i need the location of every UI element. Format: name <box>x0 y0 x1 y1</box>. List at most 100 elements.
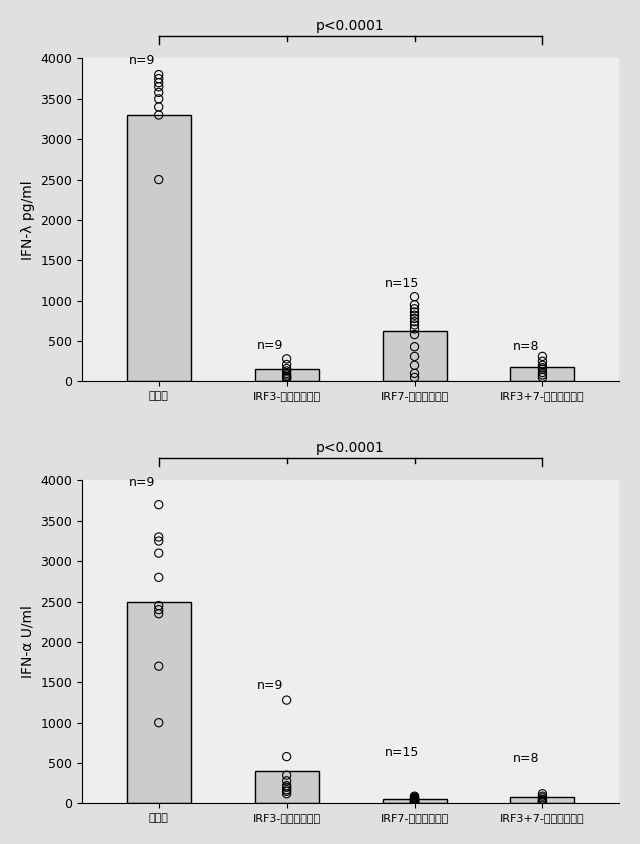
Point <box>282 365 292 378</box>
Bar <box>255 370 319 381</box>
Point <box>410 793 420 806</box>
Point <box>410 796 420 809</box>
Point <box>538 793 548 806</box>
Point <box>410 318 420 332</box>
Point <box>282 366 292 380</box>
Point <box>282 785 292 798</box>
Point <box>410 366 420 380</box>
Point <box>154 716 164 729</box>
Point <box>410 794 420 808</box>
Text: n=9: n=9 <box>257 338 284 352</box>
Point <box>410 340 420 354</box>
Text: n=9: n=9 <box>257 679 284 692</box>
Point <box>538 361 548 375</box>
Point <box>282 362 292 376</box>
Point <box>410 289 420 303</box>
Point <box>410 795 420 809</box>
Point <box>154 607 164 620</box>
Point <box>154 534 164 548</box>
Point <box>538 365 548 379</box>
Text: n=9: n=9 <box>129 475 156 489</box>
Point <box>538 793 548 807</box>
Point <box>410 308 420 322</box>
Bar <box>383 332 447 381</box>
Text: n=9: n=9 <box>129 53 156 67</box>
Point <box>154 603 164 616</box>
Point <box>410 306 420 319</box>
Point <box>410 315 420 328</box>
Point <box>154 72 164 85</box>
Point <box>538 794 548 808</box>
Point <box>410 793 420 807</box>
Point <box>538 787 548 800</box>
Point <box>154 498 164 511</box>
Point <box>282 693 292 706</box>
Y-axis label: IFN-λ pg/ml: IFN-λ pg/ml <box>21 180 35 260</box>
Point <box>154 68 164 81</box>
Point <box>282 787 292 800</box>
Point <box>410 794 420 808</box>
Point <box>154 85 164 99</box>
Point <box>154 599 164 613</box>
Point <box>154 571 164 584</box>
Point <box>410 298 420 311</box>
Text: n=8: n=8 <box>513 340 540 353</box>
Point <box>154 92 164 106</box>
Point <box>282 368 292 381</box>
Point <box>410 793 420 807</box>
Point <box>410 795 420 809</box>
Point <box>154 108 164 122</box>
Bar <box>127 602 191 803</box>
Point <box>282 783 292 797</box>
Point <box>154 76 164 89</box>
Point <box>282 370 292 383</box>
Point <box>282 781 292 794</box>
Point <box>538 789 548 803</box>
Point <box>410 792 420 805</box>
Point <box>282 352 292 365</box>
Point <box>410 349 420 363</box>
Point <box>410 791 420 804</box>
Point <box>282 749 292 763</box>
Bar <box>511 797 575 803</box>
Point <box>538 363 548 376</box>
Point <box>282 768 292 782</box>
Point <box>154 659 164 673</box>
Point <box>282 371 292 384</box>
Point <box>410 371 420 384</box>
Point <box>538 796 548 809</box>
Point <box>538 371 548 384</box>
Point <box>538 795 548 809</box>
Point <box>410 793 420 806</box>
Bar <box>255 771 319 803</box>
Text: n=15: n=15 <box>385 746 419 759</box>
Bar <box>383 799 447 803</box>
Point <box>154 530 164 544</box>
Point <box>410 789 420 803</box>
Point <box>154 100 164 114</box>
Point <box>154 80 164 94</box>
Text: p<0.0001: p<0.0001 <box>316 441 385 455</box>
Point <box>154 546 164 560</box>
Point <box>538 791 548 804</box>
Point <box>410 327 420 341</box>
Y-axis label: IFN-α U/ml: IFN-α U/ml <box>21 605 35 679</box>
Text: p<0.0001: p<0.0001 <box>316 19 385 33</box>
Point <box>410 796 420 809</box>
Point <box>410 311 420 325</box>
Point <box>154 173 164 187</box>
Point <box>282 779 292 793</box>
Point <box>538 354 548 368</box>
Bar <box>511 367 575 381</box>
Point <box>410 790 420 803</box>
Point <box>410 322 420 336</box>
Point <box>282 774 292 787</box>
Point <box>410 359 420 372</box>
Point <box>282 358 292 371</box>
Point <box>538 368 548 381</box>
Text: n=8: n=8 <box>513 752 540 765</box>
Bar <box>127 115 191 381</box>
Point <box>282 372 292 386</box>
Point <box>410 302 420 316</box>
Text: n=15: n=15 <box>385 277 419 290</box>
